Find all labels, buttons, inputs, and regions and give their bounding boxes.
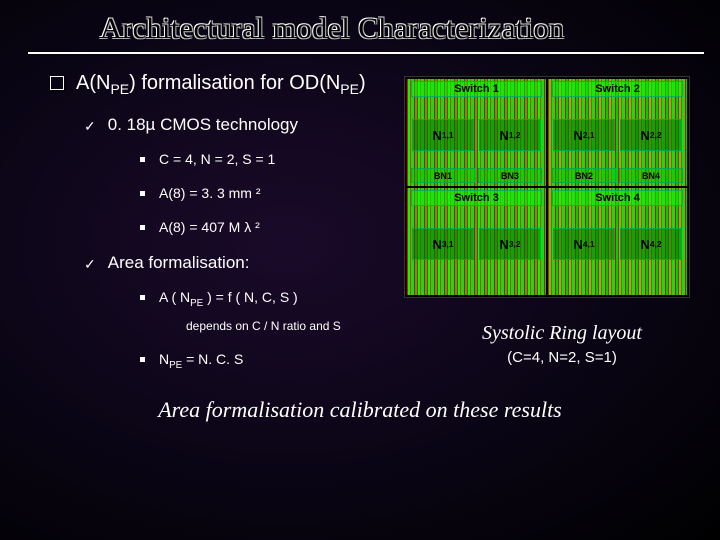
switch-label: Switch 1 (411, 81, 542, 97)
switch-label: Switch 3 (411, 190, 542, 206)
footer-text: Area formalisation calibrated on these r… (0, 397, 720, 423)
node-label: N2,1 (553, 119, 616, 151)
chip-quadrant: Switch 3 N3,1N3,2 (407, 188, 546, 295)
node-label: N1,1 (412, 119, 475, 151)
dot-icon (140, 191, 145, 196)
tech-label: 0. 18µ CMOS technology (108, 115, 298, 135)
switch-label: Switch 2 (552, 81, 683, 97)
npe-formula: NPE = N. C. S (140, 351, 404, 371)
bn-row: BN2BN4 (552, 168, 683, 183)
node-label: N4,1 (553, 228, 616, 260)
tech-item: C = 4, N = 2, S = 1 (140, 151, 404, 167)
chip-quadrant: Switch 2 N2,1N2,2 BN2BN4 (548, 79, 687, 186)
formula-text: A ( NPE ) = f ( N, C, S ) (159, 289, 298, 309)
lvl1-text: A(NPE) formalisation for OD(NPE) (76, 72, 366, 97)
node-label: N4,2 (620, 228, 683, 260)
tech-item-text: A(8) = 3. 3 mm ² (159, 185, 261, 201)
npe-text: NPE = N. C. S (159, 351, 243, 371)
nodes-row: N3,1N3,2 (411, 228, 542, 260)
slide-title: Architectural model Characterization (0, 0, 720, 52)
bn-label: BN1 (411, 168, 475, 183)
tech-item-text: A(8) = 407 M λ ² (159, 219, 260, 235)
dot-icon (140, 157, 145, 162)
nodes-row: N1,1N1,2 (411, 119, 542, 151)
area-heading: ✓ Area formalisation: (84, 253, 404, 273)
nodes-row: N4,1N4,2 (552, 228, 683, 260)
bn-label: BN2 (552, 168, 616, 183)
switch-label: Switch 4 (552, 190, 683, 206)
heading-level1: A(NPE) formalisation for OD(NPE) (50, 72, 404, 97)
right-column: Switch 1 N1,1N1,2 BN1BN3 Switch 2 N2,1N2,2 BN… (404, 72, 720, 389)
figure-caption: Systolic Ring layout (404, 322, 720, 345)
bn-label: BN4 (619, 168, 683, 183)
chip-quadrant: Switch 4 N4,1N4,2 (548, 188, 687, 295)
depends-text: depends on C / N ratio and S (186, 319, 404, 333)
left-column: A(NPE) formalisation for OD(NPE) ✓ 0. 18… (0, 72, 404, 389)
tech-item-text: C = 4, N = 2, S = 1 (159, 151, 275, 167)
figure-subcaption: (C=4, N=2, S=1) (404, 349, 720, 366)
area-formula: A ( NPE ) = f ( N, C, S ) (140, 289, 404, 309)
bn-row: BN1BN3 (411, 168, 542, 183)
check-icon: ✓ (84, 118, 96, 135)
dot-icon (140, 357, 145, 362)
tech-item: A(8) = 407 M λ ² (140, 219, 404, 235)
dot-icon (140, 295, 145, 300)
bn-label: BN3 (478, 168, 542, 183)
content-area: A(NPE) formalisation for OD(NPE) ✓ 0. 18… (0, 54, 720, 389)
dot-icon (140, 225, 145, 230)
tech-item: A(8) = 3. 3 mm ² (140, 185, 404, 201)
area-label: Area formalisation: (108, 253, 250, 273)
check-icon: ✓ (84, 256, 96, 273)
node-label: N2,2 (620, 119, 683, 151)
chip-quadrant: Switch 1 N1,1N1,2 BN1BN3 (407, 79, 546, 186)
chip-layout-figure: Switch 1 N1,1N1,2 BN1BN3 Switch 2 N2,1N2,2 BN… (404, 76, 690, 298)
square-bullet-icon (50, 76, 64, 90)
node-label: N1,2 (479, 119, 542, 151)
node-label: N3,2 (479, 228, 542, 260)
node-label: N3,1 (412, 228, 475, 260)
nodes-row: N2,1N2,2 (552, 119, 683, 151)
tech-heading: ✓ 0. 18µ CMOS technology (84, 115, 404, 135)
